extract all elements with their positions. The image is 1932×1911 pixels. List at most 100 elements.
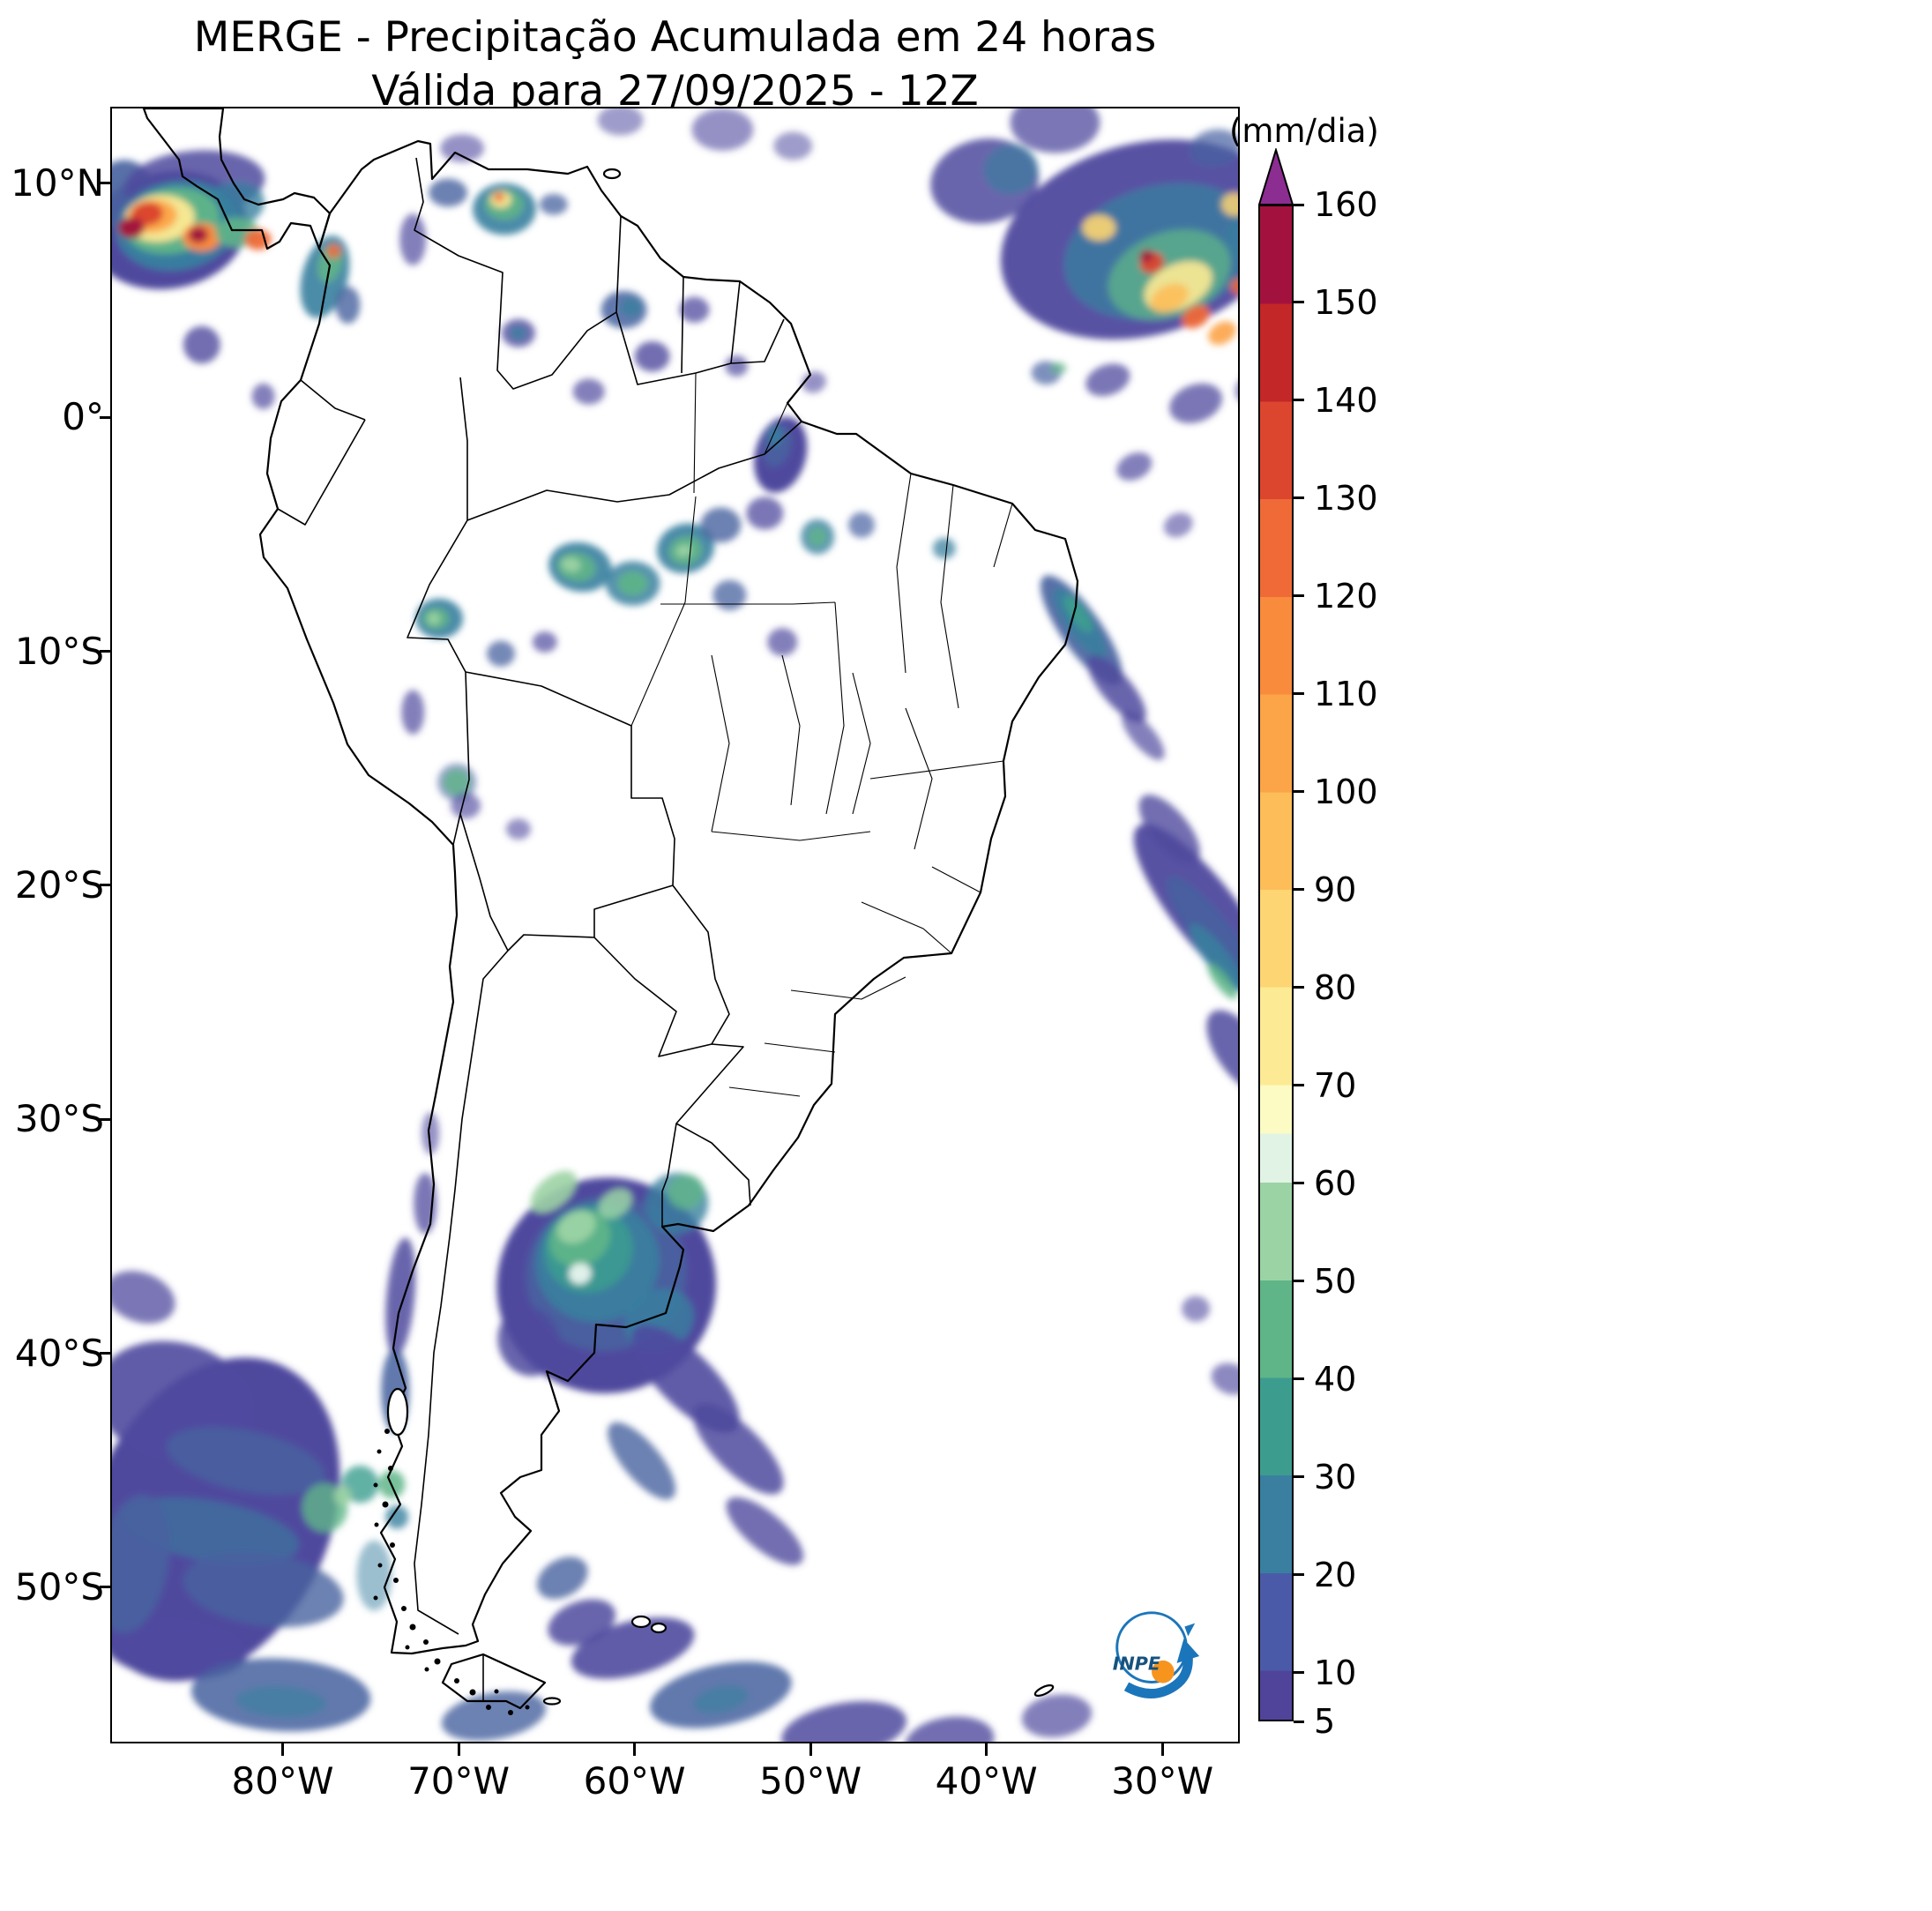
colorbar-tick-label: 5 [1314,1702,1336,1741]
precipitation-cell [1189,923,1238,992]
archipelago-island [423,1639,429,1645]
colorbar-tick-label: 160 [1314,185,1378,224]
precipitation-cell [768,425,783,447]
precipitation-cell [537,1556,588,1600]
precipitation-cell [451,793,481,819]
precipitation-cell [1208,321,1236,346]
colorbar-tick-label: 10 [1314,1653,1357,1692]
precipitation-cell [333,1486,352,1505]
colorbar-tick-mark [1294,203,1304,206]
precipitation-cell [1150,283,1189,313]
precipitation-cell [441,1691,547,1741]
precipitation-cell [667,1174,705,1210]
archipelago-dots [373,1429,530,1715]
island-chiloe [386,1387,409,1437]
inpe-logo-text: INPE [1113,1653,1160,1675]
colorbar-tick-label: 70 [1314,1065,1357,1105]
precipitation-cell [505,818,531,840]
precipitation-cell [1182,304,1210,329]
precipitation-cell [572,378,605,405]
archipelago-island [377,1563,383,1568]
precipitation-cell [244,228,272,250]
inpe-logo-swoosh-arrowhead [1176,1639,1200,1663]
coastline [142,108,1079,1710]
lon-tick-label: 70°W [407,1759,511,1803]
precipitation-cell [557,1210,596,1244]
colorbar-arrow-shape [1258,148,1294,205]
precipitation-cell [510,325,526,340]
precipitation-cell [1121,711,1165,760]
precipitation-cell [693,1404,784,1495]
lon-tick-mark [985,1743,988,1756]
colorbar-tick-label: 130 [1314,478,1378,518]
lat-tick-label: 10°N [11,160,104,205]
lat-tick-label: 20°S [14,862,104,907]
precipitation-cell [112,1494,170,1633]
precipitation-cell [1163,512,1193,538]
precipitation-cell [356,1540,392,1611]
precipitation-cell [1189,129,1238,168]
colorbar-tick-mark [1294,790,1304,794]
precipitation-cell [725,355,749,377]
archipelago-island [373,1482,378,1488]
lat-tick-mark [100,1352,112,1355]
lon-tick-label: 80°W [231,1759,334,1803]
archipelago-island [373,1595,378,1601]
colorbar-tick-label: 50 [1314,1261,1357,1301]
archipelago-island [486,1705,491,1710]
precipitation-cell [494,192,504,203]
colorbar-tick-mark [1294,692,1304,696]
lon-tick-label: 30°W [1111,1759,1214,1803]
precipitation-cell [561,557,581,572]
lat-tick-mark [100,182,112,185]
lat-tick-label: 0° [62,395,104,439]
colorbar-tick-mark [1294,1671,1304,1675]
colorbar-tick-mark [1294,1182,1304,1185]
precipitation-cell [117,217,145,239]
precipitation-cell [598,1188,632,1219]
lat-tick-label: 10°S [14,629,104,673]
colorbar-tick-label: 40 [1314,1359,1357,1399]
precipitation-cell [571,1617,695,1679]
archipelago-island [434,1658,441,1665]
archipelago-island [469,1689,476,1696]
precipitation-cell [1206,1010,1238,1094]
precipitation-cell [1138,795,1200,864]
precipitation-cell [634,341,670,372]
precipitation-cell [746,496,784,530]
island-falkland-west [630,1615,652,1629]
lon-tick-mark [633,1743,637,1756]
lat-tick-mark [100,650,112,653]
archipelago-island [401,1606,407,1611]
archipelago-island [384,1429,390,1434]
lat-tick-mark [100,884,112,887]
precipitation-cell [1166,876,1238,993]
precipitation-cell [497,1307,561,1377]
colorbar-tick-label: 20 [1314,1555,1357,1594]
colorbar-tick-label: 110 [1314,674,1378,713]
precipitation-cell [166,1426,325,1496]
lat-tick-label: 30°S [14,1097,104,1141]
precipitation-cell [983,145,1039,194]
island-south-georgia [1033,1684,1055,1697]
precipitation-cell [617,571,648,595]
lat-tick-label: 40°S [14,1331,104,1375]
precipitation-cell [1235,373,1238,405]
archipelago-island [388,1466,393,1471]
state-borders [630,372,1013,1097]
map-panel: INPE [110,107,1240,1743]
tierra-del-fuego-coastline [441,1653,547,1710]
precipitation-cell [1207,963,1237,1000]
precipitation-cell [568,1263,592,1285]
precipitation-cell [487,640,515,667]
colorbar-tick-mark [1294,1280,1304,1283]
precipitation-cell [530,1170,577,1213]
lat-tick-mark [100,1586,112,1589]
precipitation-cell [440,134,484,162]
precipitation-cell [726,1497,804,1565]
country-borders [277,157,802,1701]
precipitation-cell [781,1701,907,1742]
archipelago-island [525,1705,530,1710]
precipitation-cell [1221,192,1238,217]
archipelago-island [409,1624,416,1631]
